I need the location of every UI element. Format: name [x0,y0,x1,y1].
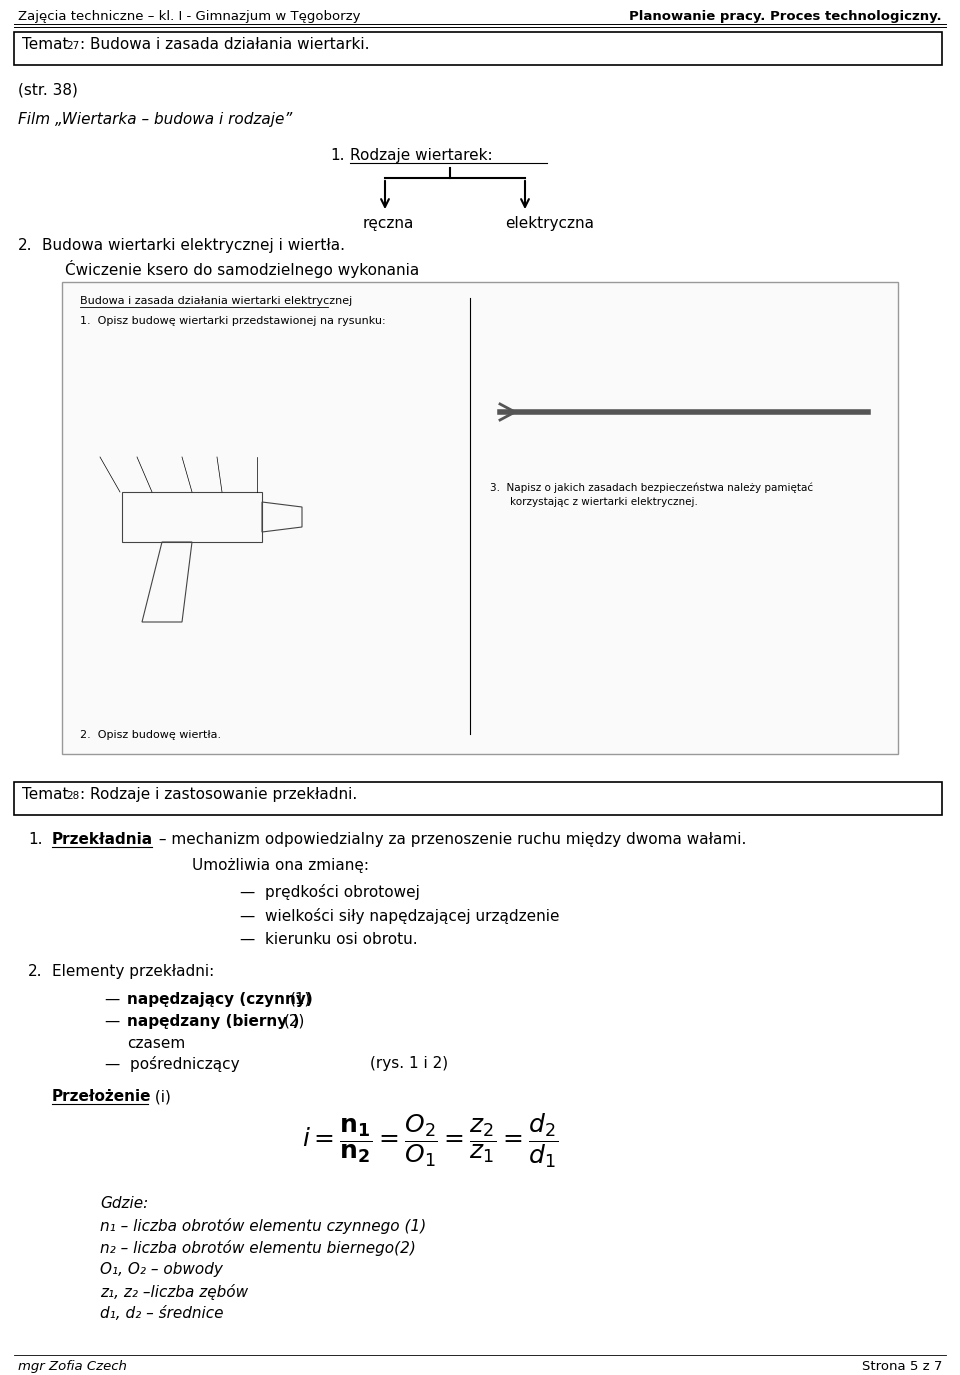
Text: 28: 28 [66,791,80,802]
Text: 1.: 1. [330,148,345,164]
Text: Gdzie:: Gdzie: [100,1196,148,1211]
Text: z₁, z₂ –liczba zębów: z₁, z₂ –liczba zębów [100,1284,248,1299]
Text: n₁ – liczba obrotów elementu czynnego (1): n₁ – liczba obrotów elementu czynnego (1… [100,1218,426,1233]
Text: Temat: Temat [22,786,73,802]
Text: (1): (1) [290,991,311,1006]
Text: Temat: Temat [22,37,73,52]
Text: —  wielkości siły napędzającej urządzenie: — wielkości siły napędzającej urządzenie [240,908,560,924]
Text: —: — [105,991,130,1006]
Text: napędzany (bierny ): napędzany (bierny ) [127,1013,300,1028]
Bar [62,282,898,754]
Text: $i = \dfrac{\mathbf{n_1}}{\mathbf{n_2}} = \dfrac{O_2}{O_1} = \dfrac{z_2}{z_1} = : $i = \dfrac{\mathbf{n_1}}{\mathbf{n_2}} … [301,1112,558,1170]
Text: 2.: 2. [28,964,42,979]
Text: —  pośredniczący: — pośredniczący [105,1056,240,1072]
Text: 2.: 2. [18,238,33,253]
Text: Elementy przekładni:: Elementy przekładni: [52,964,214,979]
Text: 3.  Napisz o jakich zasadach bezpieczeństwa należy pamiętać: 3. Napisz o jakich zasadach bezpieczeńst… [490,483,813,492]
Text: O₁, O₂ – obwody: O₁, O₂ – obwody [100,1262,223,1277]
Text: napędzający (czynny): napędzający (czynny) [127,991,313,1006]
Text: Przełożenie: Przełożenie [52,1089,152,1104]
Text: (2): (2) [284,1013,305,1028]
Bar [14,32,942,65]
Text: (i): (i) [150,1089,171,1104]
Text: Strona 5 z 7: Strona 5 z 7 [862,1360,942,1374]
Text: (rys. 1 i 2): (rys. 1 i 2) [370,1056,448,1071]
Text: d₁, d₂ – średnice: d₁, d₂ – średnice [100,1306,224,1321]
Text: – mechanizm odpowiedzialny za przenoszenie ruchu między dwoma wałami.: – mechanizm odpowiedzialny za przenoszen… [154,832,746,847]
Text: Umożliwia ona zmianę:: Umożliwia ona zmianę: [192,858,369,873]
Text: : Rodzaje i zastosowanie przekładni.: : Rodzaje i zastosowanie przekładni. [80,786,357,802]
Text: Planowanie pracy. Proces technologiczny.: Planowanie pracy. Proces technologiczny. [630,10,942,23]
Text: 27: 27 [66,41,80,51]
Text: —  prędkości obrotowej: — prędkości obrotowej [240,884,420,901]
Text: ręczna: ręczna [363,216,415,231]
Text: Zajęcia techniczne – kl. I - Gimnazjum w Tęgoborzy: Zajęcia techniczne – kl. I - Gimnazjum w… [18,10,361,23]
Text: —: — [105,1013,130,1028]
Text: 1.  Opisz budowę wiertarki przedstawionej na rysunku:: 1. Opisz budowę wiertarki przedstawionej… [80,316,386,326]
Text: : Budowa i zasada działania wiertarki.: : Budowa i zasada działania wiertarki. [80,37,370,52]
Text: 1.: 1. [28,832,42,847]
Text: Budowa i zasada działania wiertarki elektrycznej: Budowa i zasada działania wiertarki elek… [80,296,352,307]
Text: Budowa wiertarki elektrycznej i wiertła.: Budowa wiertarki elektrycznej i wiertła. [42,238,345,253]
Text: (str. 38): (str. 38) [18,82,78,98]
Text: mgr Zofia Czech: mgr Zofia Czech [18,1360,127,1374]
Text: Rodzaje wiertarek:: Rodzaje wiertarek: [350,148,492,164]
Text: elektryczna: elektryczna [505,216,594,231]
Bar [14,782,942,815]
Text: czasem: czasem [127,1035,185,1050]
Text: Ćwiczenie ksero do samodzielnego wykonania: Ćwiczenie ksero do samodzielnego wykonan… [65,260,420,278]
Text: Przekładnia: Przekładnia [52,832,154,847]
Text: n₂ – liczba obrotów elementu biernego(2): n₂ – liczba obrotów elementu biernego(2) [100,1240,416,1255]
Text: —  kierunku osi obrotu.: — kierunku osi obrotu. [240,932,418,947]
Text: korzystając z wiertarki elektrycznej.: korzystając z wiertarki elektrycznej. [510,496,698,507]
Text: 2.  Opisz budowę wiertła.: 2. Opisz budowę wiertła. [80,730,221,740]
Text: Film „Wiertarka – budowa i rodzaje”: Film „Wiertarka – budowa i rodzaje” [18,111,292,126]
